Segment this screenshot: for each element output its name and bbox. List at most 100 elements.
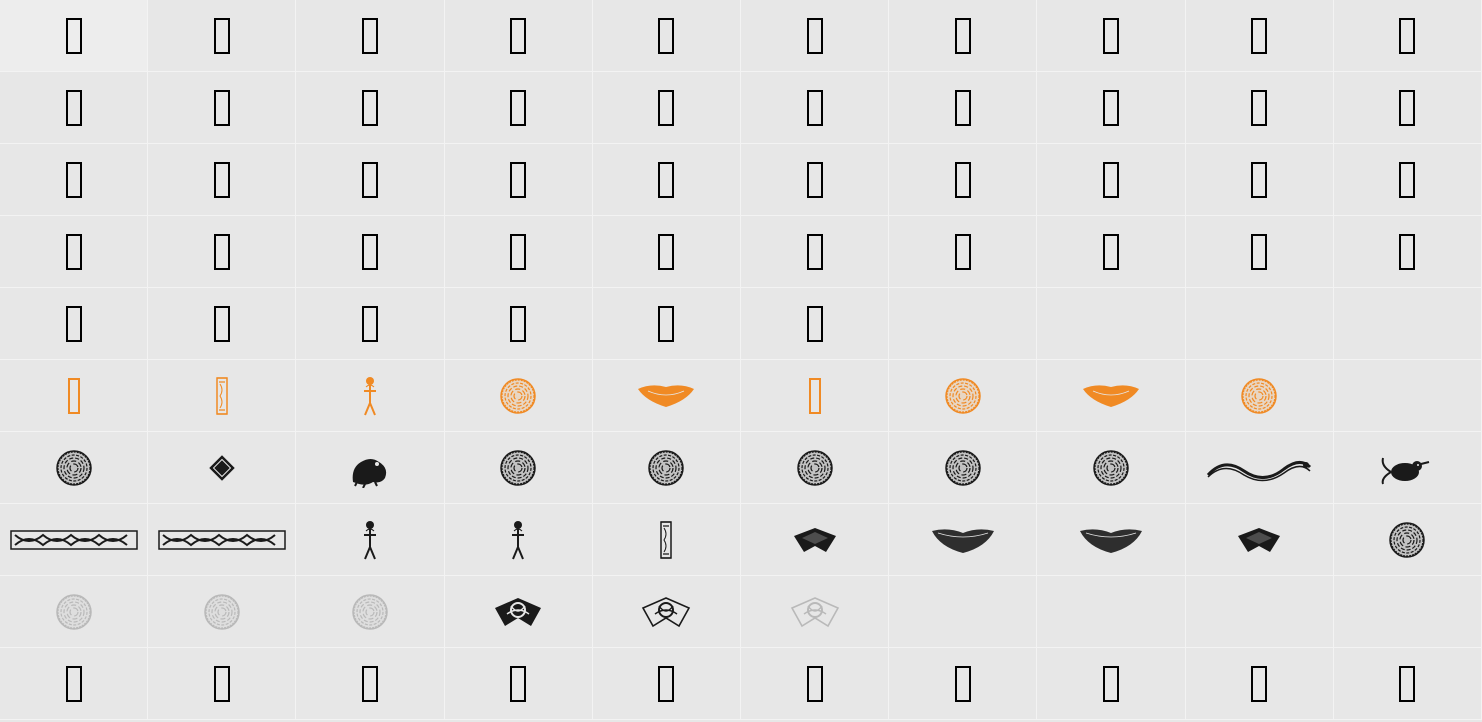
glyph-cell-r7-c7[interactable] [1037, 504, 1185, 576]
glyph-cell-r7-c2[interactable] [296, 504, 444, 576]
glyph-cell-r6-c1[interactable] [148, 432, 296, 504]
glyph-cell-r4-c1[interactable] [148, 288, 296, 360]
glyph-cell-r9-c1[interactable] [148, 648, 296, 720]
glyph-cell-r9-c0[interactable] [0, 648, 148, 720]
glyph-cell-r3-c3[interactable] [445, 216, 593, 288]
glyph-cell-r4-c6[interactable] [889, 288, 1037, 360]
glyph-cell-r0-c1[interactable] [148, 0, 296, 72]
glyph-cell-r6-c5[interactable] [741, 432, 889, 504]
glyph-cell-r8-c5[interactable] [741, 576, 889, 648]
glyph-cell-r2-c5[interactable] [741, 144, 889, 216]
glyph-cell-r0-c8[interactable] [1186, 0, 1334, 72]
glyph-cell-r4-c8[interactable] [1186, 288, 1334, 360]
glyph-cell-r7-c0[interactable] [0, 504, 148, 576]
glyph-cell-r2-c1[interactable] [148, 144, 296, 216]
glyph-cell-r1-c7[interactable] [1037, 72, 1185, 144]
glyph-cell-r5-c6[interactable] [889, 360, 1037, 432]
glyph-cell-r7-c8[interactable] [1186, 504, 1334, 576]
glyph-cell-r5-c7[interactable] [1037, 360, 1185, 432]
glyph-cell-r9-c8[interactable] [1186, 648, 1334, 720]
glyph-cell-r0-c5[interactable] [741, 0, 889, 72]
glyph-cell-r3-c1[interactable] [148, 216, 296, 288]
glyph-cell-r9-c7[interactable] [1037, 648, 1185, 720]
glyph-cell-r5-c0[interactable] [0, 360, 148, 432]
glyph-cell-r3-c9[interactable] [1334, 216, 1482, 288]
glyph-cell-r5-c5[interactable] [741, 360, 889, 432]
glyph-cell-r5-c2[interactable] [296, 360, 444, 432]
glyph-cell-r7-c6[interactable] [889, 504, 1037, 576]
glyph-cell-r1-c8[interactable] [1186, 72, 1334, 144]
glyph-cell-r4-c5[interactable] [741, 288, 889, 360]
glyph-cell-r0-c0[interactable] [0, 0, 148, 72]
glyph-cell-r0-c4[interactable] [593, 0, 741, 72]
glyph-cell-r1-c1[interactable] [148, 72, 296, 144]
glyph-cell-r4-c9[interactable] [1334, 288, 1482, 360]
glyph-cell-r7-c3[interactable] [445, 504, 593, 576]
glyph-cell-r1-c5[interactable] [741, 72, 889, 144]
glyph-cell-r0-c7[interactable] [1037, 0, 1185, 72]
glyph-cell-r8-c9[interactable] [1334, 576, 1482, 648]
glyph-cell-r2-c3[interactable] [445, 144, 593, 216]
glyph-cell-r2-c9[interactable] [1334, 144, 1482, 216]
glyph-cell-r3-c0[interactable] [0, 216, 148, 288]
glyph-cell-r3-c8[interactable] [1186, 216, 1334, 288]
glyph-cell-r0-c9[interactable] [1334, 0, 1482, 72]
glyph-cell-r7-c9[interactable] [1334, 504, 1482, 576]
glyph-cell-r8-c2[interactable] [296, 576, 444, 648]
glyph-cell-r6-c2[interactable] [296, 432, 444, 504]
glyph-cell-r6-c0[interactable] [0, 432, 148, 504]
glyph-cell-r3-c2[interactable] [296, 216, 444, 288]
glyph-cell-r4-c7[interactable] [1037, 288, 1185, 360]
glyph-cell-r6-c7[interactable] [1037, 432, 1185, 504]
glyph-cell-r8-c6[interactable] [889, 576, 1037, 648]
glyph-cell-r1-c4[interactable] [593, 72, 741, 144]
glyph-cell-r1-c3[interactable] [445, 72, 593, 144]
glyph-cell-r0-c6[interactable] [889, 0, 1037, 72]
glyph-cell-r7-c5[interactable] [741, 504, 889, 576]
glyph-cell-r5-c1[interactable] [148, 360, 296, 432]
glyph-cell-r6-c9[interactable] [1334, 432, 1482, 504]
glyph-cell-r3-c5[interactable] [741, 216, 889, 288]
glyph-cell-r6-c8[interactable] [1186, 432, 1334, 504]
glyph-cell-r5-c4[interactable] [593, 360, 741, 432]
glyph-cell-r6-c6[interactable] [889, 432, 1037, 504]
glyph-cell-r8-c0[interactable] [0, 576, 148, 648]
glyph-cell-r1-c0[interactable] [0, 72, 148, 144]
glyph-cell-r3-c7[interactable] [1037, 216, 1185, 288]
glyph-cell-r4-c0[interactable] [0, 288, 148, 360]
glyph-cell-r5-c8[interactable] [1186, 360, 1334, 432]
glyph-cell-r2-c7[interactable] [1037, 144, 1185, 216]
glyph-cell-r5-c9[interactable] [1334, 360, 1482, 432]
glyph-cell-r0-c2[interactable] [296, 0, 444, 72]
glyph-cell-r6-c4[interactable] [593, 432, 741, 504]
glyph-cell-r9-c6[interactable] [889, 648, 1037, 720]
glyph-cell-r9-c4[interactable] [593, 648, 741, 720]
glyph-cell-r3-c6[interactable] [889, 216, 1037, 288]
glyph-cell-r2-c0[interactable] [0, 144, 148, 216]
glyph-cell-r4-c3[interactable] [445, 288, 593, 360]
glyph-cell-r2-c2[interactable] [296, 144, 444, 216]
glyph-cell-r7-c1[interactable] [148, 504, 296, 576]
glyph-cell-r2-c8[interactable] [1186, 144, 1334, 216]
glyph-cell-r9-c3[interactable] [445, 648, 593, 720]
glyph-cell-r9-c9[interactable] [1334, 648, 1482, 720]
glyph-cell-r1-c6[interactable] [889, 72, 1037, 144]
glyph-cell-r8-c1[interactable] [148, 576, 296, 648]
glyph-cell-r4-c4[interactable] [593, 288, 741, 360]
glyph-cell-r8-c7[interactable] [1037, 576, 1185, 648]
glyph-cell-r8-c8[interactable] [1186, 576, 1334, 648]
glyph-cell-r7-c4[interactable] [593, 504, 741, 576]
glyph-cell-r4-c2[interactable] [296, 288, 444, 360]
glyph-cell-r8-c3[interactable] [445, 576, 593, 648]
glyph-cell-r5-c3[interactable] [445, 360, 593, 432]
glyph-cell-r6-c3[interactable] [445, 432, 593, 504]
glyph-cell-r2-c4[interactable] [593, 144, 741, 216]
glyph-cell-r1-c2[interactable] [296, 72, 444, 144]
glyph-cell-r8-c4[interactable] [593, 576, 741, 648]
glyph-cell-r9-c5[interactable] [741, 648, 889, 720]
glyph-cell-r2-c6[interactable] [889, 144, 1037, 216]
glyph-cell-r3-c4[interactable] [593, 216, 741, 288]
glyph-cell-r0-c3[interactable] [445, 0, 593, 72]
glyph-cell-r9-c2[interactable] [296, 648, 444, 720]
glyph-cell-r1-c9[interactable] [1334, 72, 1482, 144]
